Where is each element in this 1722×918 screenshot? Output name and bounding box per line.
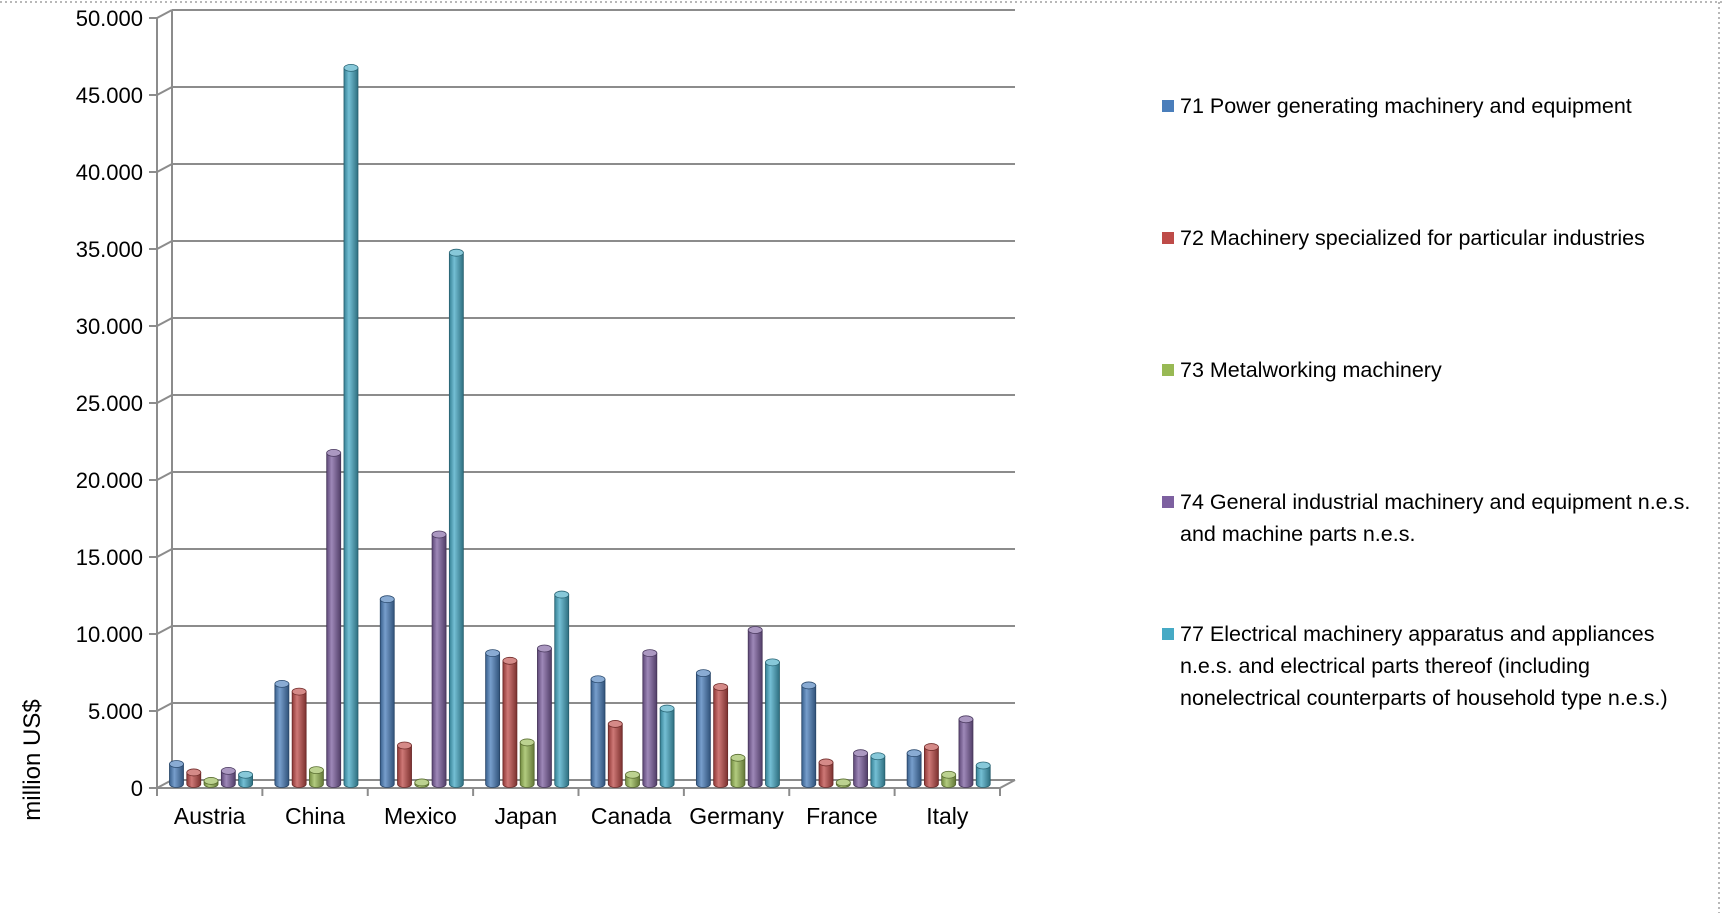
bar-germany-series-5 — [765, 658, 780, 788]
bar-austria-series-2 — [186, 768, 202, 788]
x-tick-label-mexico: Mexico — [384, 803, 457, 829]
bar-france-series-5 — [870, 752, 886, 788]
bar-canada-series-4 — [642, 649, 658, 788]
gridlines — [156, 9, 1015, 789]
x-tick-label-china: China — [285, 803, 345, 829]
y-axis-title: million US$ — [19, 699, 46, 820]
legend-swatch — [1162, 100, 1174, 112]
bar-canada-series-5 — [659, 704, 675, 788]
bar-japan-series-2 — [502, 656, 518, 788]
bar-austria-series-4 — [220, 767, 236, 788]
gridline-join — [156, 86, 173, 96]
x-tick-label-canada: Canada — [591, 803, 672, 829]
legend-item-4: 74 General industrial machinery and equi… — [1162, 486, 1700, 550]
bar-china-series-1 — [274, 680, 290, 788]
bar-canada-series-1 — [590, 675, 606, 788]
gridline-join — [156, 240, 173, 250]
legend-label: 77 Electrical machinery apparatus and ap… — [1180, 622, 1668, 710]
bar-france-series-1 — [801, 681, 817, 788]
bar-italy-series-3 — [941, 770, 957, 788]
legend-swatch — [1162, 628, 1174, 640]
gridline-join — [156, 9, 173, 19]
legend-item-3: 73 Metalworking machinery — [1162, 354, 1700, 386]
bar-austria-series-1 — [169, 760, 184, 788]
legend-label: 72 Machinery specialized for particular … — [1180, 226, 1645, 250]
gridline-join — [156, 163, 173, 173]
bar-mexico-series-1 — [379, 595, 395, 788]
bar-germany-series-3 — [730, 753, 746, 788]
bar-italy-series-2 — [924, 743, 939, 788]
y-tick-label: 5.000 — [88, 699, 143, 724]
bar-france-series-2 — [818, 758, 834, 788]
bar-france-series-4 — [853, 749, 868, 788]
legend-item-1: 71 Power generating machinery and equipm… — [1162, 90, 1700, 122]
bar-italy-series-1 — [906, 749, 922, 788]
y-tick-label: 0 — [131, 776, 143, 801]
bar-mexico-series-2 — [397, 741, 412, 788]
gridline-join — [156, 548, 173, 558]
bar-china-series-5 — [343, 64, 359, 788]
bars — [169, 64, 991, 788]
legend-swatch — [1162, 496, 1174, 508]
gridline-join — [156, 471, 173, 481]
bar-austria-series-5 — [238, 770, 253, 788]
bar-germany-series-1 — [695, 669, 711, 788]
legend-swatch — [1162, 364, 1174, 376]
bar-mexico-series-5 — [448, 248, 464, 788]
bar-austria-series-3 — [203, 777, 219, 788]
bar-japan-series-1 — [485, 649, 501, 788]
gridline-join — [156, 317, 173, 327]
x-tick-label-italy: Italy — [926, 803, 969, 829]
bar-japan-series-4 — [537, 644, 552, 788]
bar-japan-series-5 — [554, 590, 570, 788]
y-tick-label: 20.000 — [76, 468, 143, 493]
bar-germany-series-4 — [747, 626, 763, 788]
y-tick-label: 40.000 — [76, 160, 143, 185]
tick-labels: 0 5.000 10.000 15.000 20.000 25.000 30.000 35.0… — [76, 6, 969, 829]
bar-germany-series-2 — [713, 683, 729, 788]
legend-item-2: 72 Machinery specialized for particular … — [1162, 222, 1700, 254]
legend-label: 74 General industrial machinery and equi… — [1180, 490, 1691, 546]
bar-mexico-series-3 — [414, 778, 430, 788]
y-tick-label: 15.000 — [76, 545, 143, 570]
y-tick-label: 45.000 — [76, 83, 143, 108]
y-tick-label: 35.000 — [76, 237, 143, 262]
bar-italy-series-5 — [975, 761, 991, 788]
legend-item-5: 77 Electrical machinery apparatus and ap… — [1162, 618, 1700, 714]
gridline-join — [156, 625, 173, 635]
bar-france-series-3 — [835, 778, 851, 788]
x-tick-label-austria: Austria — [174, 803, 246, 829]
x-tick-label-japan: Japan — [494, 803, 557, 829]
bar-mexico-series-4 — [431, 530, 447, 788]
floor-right-edge — [999, 779, 1016, 789]
legend-swatch — [1162, 232, 1174, 244]
y-tick-label: 30.000 — [76, 314, 143, 339]
y-tick-label: 50.000 — [76, 6, 143, 31]
x-tick-label-germany: Germany — [689, 803, 784, 829]
gridline-join — [156, 702, 173, 712]
y-tick-label: 10.000 — [76, 622, 143, 647]
bar-china-series-4 — [326, 448, 342, 788]
bar-canada-series-3 — [625, 770, 640, 788]
legend-label: 73 Metalworking machinery — [1180, 358, 1442, 382]
gridline-join — [156, 394, 173, 404]
bar-china-series-2 — [291, 687, 307, 788]
bar-china-series-3 — [309, 766, 324, 788]
x-tick-label-france: France — [806, 803, 878, 829]
bar-italy-series-4 — [958, 715, 974, 788]
legend-label: 71 Power generating machinery and equipm… — [1180, 94, 1632, 118]
bar-japan-series-3 — [519, 738, 535, 788]
axes — [149, 10, 1016, 796]
bar-canada-series-2 — [607, 720, 623, 788]
y-tick-label: 25.000 — [76, 391, 143, 416]
